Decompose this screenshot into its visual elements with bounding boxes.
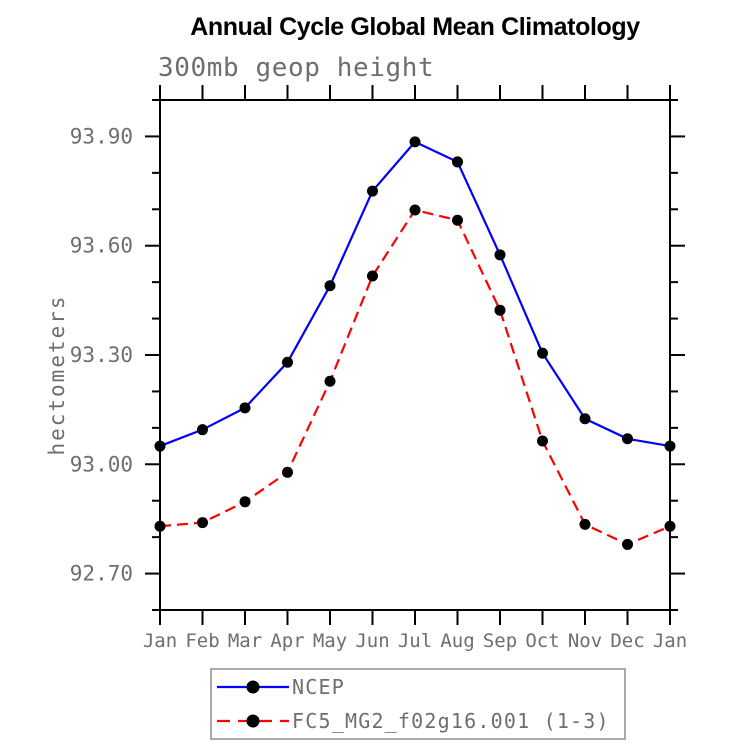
legend-fc5-marker [246, 714, 260, 728]
ncep-point-marker [537, 347, 548, 359]
fc5-point-marker [154, 520, 166, 532]
x-tick-label: Dec [610, 630, 644, 652]
legend-ncep-marker [246, 680, 260, 694]
fc5-point-marker [622, 538, 633, 550]
ncep-point-marker [664, 440, 676, 452]
x-tick-label: Jan [143, 630, 177, 652]
legend-sample-ncep [217, 680, 289, 694]
fc5-point-marker [282, 466, 293, 478]
legend-item-ncep: NCEP [216, 671, 624, 703]
legend-ncep-label: NCEP [292, 675, 345, 700]
x-tick-label: Jan [653, 630, 687, 652]
ncep-point-marker [367, 185, 378, 197]
legend: NCEP FC5_MG2_f02g16.001 (1-3) [210, 668, 626, 740]
y-tick-label: 93.90 [70, 124, 133, 148]
fc5-point-marker [494, 304, 506, 316]
x-tick-label: Sep [483, 630, 517, 652]
ncep-point-marker [622, 433, 633, 445]
x-tick-label: May [313, 630, 347, 652]
fc5-point-marker [409, 204, 421, 216]
legend-item-fc5: FC5_MG2_f02g16.001 (1-3) [216, 705, 624, 737]
ncep-point-marker [154, 440, 166, 452]
fc5-point-marker [452, 214, 463, 226]
fc5-point-marker [197, 517, 208, 529]
ncep-line [159, 140, 671, 448]
ncep-point-marker [282, 356, 293, 368]
x-tick-label: Apr [270, 630, 304, 652]
x-tick-label: Mar [228, 630, 262, 652]
x-tick-label: Oct [525, 630, 559, 652]
y-tick-label: 93.60 [70, 234, 133, 258]
fc5-point-marker [664, 520, 676, 532]
fc5-point-marker [579, 518, 591, 530]
x-tick-label: Feb [185, 630, 219, 652]
legend-sample-fc5 [217, 714, 289, 728]
chart-subtitle: 300mb geop height [158, 53, 435, 83]
chart-title: Annual Cycle Global Mean Climatology [190, 13, 640, 41]
x-tick-label: Jul [398, 630, 432, 652]
x-tick-label: Nov [568, 630, 602, 652]
ncep-point-marker [494, 249, 506, 261]
y-axis-title: hectometers [45, 294, 69, 456]
plot-frame [159, 99, 671, 611]
legend-fc5-label: FC5_MG2_f02g16.001 (1-3) [292, 708, 610, 733]
x-tick-label: Jun [355, 630, 389, 652]
ncep-point-marker [239, 402, 251, 414]
fc5-point-marker [239, 496, 251, 508]
y-tick-label: 93.00 [70, 452, 133, 476]
fc5-point-marker [367, 270, 378, 282]
fc5-point-marker [324, 375, 336, 387]
fc5-point-marker [537, 435, 548, 447]
ncep-point-marker [197, 424, 208, 436]
ncep-point-marker [324, 280, 336, 292]
ncep-point-marker [579, 413, 591, 425]
y-tick-label: 92.70 [70, 562, 133, 586]
fc5-line [159, 208, 671, 546]
ncep-point-marker [409, 136, 421, 148]
ncep-point-marker [452, 156, 463, 168]
y-tick-label: 93.30 [70, 343, 133, 367]
x-tick-label: Aug [440, 630, 474, 652]
